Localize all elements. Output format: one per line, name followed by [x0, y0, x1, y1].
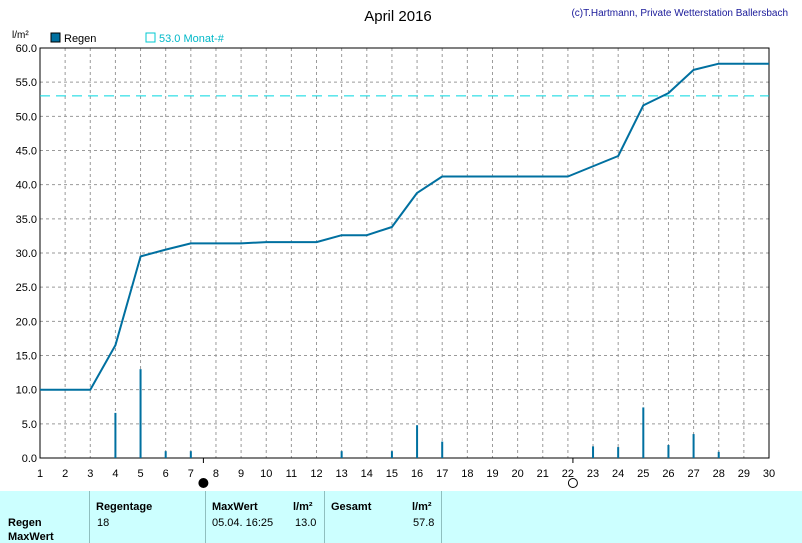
summary-gesamt-unit: l/m²	[412, 501, 432, 513]
y-tick-label: 30.0	[16, 248, 37, 260]
rain-bar	[717, 451, 720, 458]
legend-regen-swatch	[50, 32, 61, 43]
x-tick-label: 18	[461, 468, 473, 480]
x-tick-label: 24	[612, 468, 624, 480]
full-moon-icon	[198, 478, 209, 488]
x-tick-label: 28	[713, 468, 725, 480]
x-tick-label: 23	[587, 468, 599, 480]
copyright-text: (c)T.Hartmann, Private Wetterstation Bal…	[571, 8, 788, 19]
y-axis-label: l/m²	[12, 30, 29, 41]
x-tick-label: 4	[112, 468, 118, 480]
x-tick-label: 11	[286, 468, 297, 480]
grid	[40, 48, 769, 458]
x-tick-label: 3	[87, 468, 93, 480]
y-tick-label: 40.0	[16, 180, 37, 192]
x-tick-label: 15	[386, 468, 398, 480]
moon-markers	[198, 458, 578, 488]
x-tick-label: 25	[637, 468, 649, 480]
summary-maxwert-label: MaxWert	[212, 501, 258, 513]
x-tick-label: 7	[188, 468, 194, 480]
rain-bar	[667, 445, 670, 458]
x-tick-label: 14	[361, 468, 373, 480]
x-tick-label: 17	[436, 468, 448, 480]
y-tick-label: 5.0	[22, 419, 37, 431]
rain-bar	[164, 451, 167, 458]
summary-maxwert-time: 05.04. 16:25	[212, 517, 274, 529]
legend-regen-label: Regen	[64, 33, 96, 45]
x-tick-label: 9	[238, 468, 244, 480]
summary-maxwert-unit: l/m²	[293, 501, 313, 513]
x-tick-label: 5	[137, 468, 143, 480]
x-tick-label: 29	[738, 468, 750, 480]
cumulative-rain-line	[40, 62, 769, 391]
y-tick-label: 25.0	[16, 282, 37, 294]
y-tick-label: 0.0	[22, 453, 37, 465]
summary-maxwert-value: 13.0	[295, 517, 317, 529]
x-tick-labels: 1 2 3 4 5 6 7 8 9 10 11 12 13 14 15 16 17 18 19 20 21 22 23 24 2…	[37, 468, 775, 480]
y-tick-label: 35.0	[16, 214, 37, 226]
plot-frame	[39, 47, 770, 459]
y-tick-label: 10.0	[16, 385, 37, 397]
x-tick-label: 22	[562, 468, 574, 480]
rain-bar	[416, 425, 419, 458]
legend-monat-swatch	[145, 32, 156, 43]
rain-bar	[692, 434, 695, 458]
summary-regentage-value: 18	[97, 517, 110, 529]
cumulative-line	[40, 62, 769, 391]
y-tick-label: 20.0	[16, 316, 37, 328]
x-tick-label: 6	[163, 468, 169, 480]
legend-monat-label: 53.0 Monat-#	[159, 33, 225, 45]
rain-bar	[390, 451, 393, 458]
bar-series	[114, 369, 720, 458]
y-tick-label: 60.0	[16, 43, 37, 55]
summary-gesamt-label: Gesamt	[331, 501, 372, 513]
x-tick-label: 26	[662, 468, 674, 480]
summary-row-maxwert: MaxWert	[8, 531, 54, 543]
rain-bar	[441, 441, 444, 458]
rain-bar	[592, 446, 595, 458]
x-tick-label: 20	[511, 468, 523, 480]
summary-panel: Regentage MaxWert l/m² Gesamt l/m² Regen…	[0, 491, 802, 543]
x-tick-label: 27	[687, 468, 699, 480]
y-tick-label: 55.0	[16, 77, 37, 89]
y-tick-labels: 0.0 5.0 10.0 15.0 20.0 25.0 30.0 35.0 40.0 45.0 50…	[16, 43, 37, 465]
y-tick-label: 15.0	[16, 351, 37, 363]
rain-bar	[139, 369, 142, 458]
x-tick-label: 10	[260, 468, 272, 480]
x-tick-label: 2	[62, 468, 68, 480]
x-tick-label: 16	[411, 468, 423, 480]
summary-gesamt-value: 57.8	[413, 517, 435, 529]
rain-chart: April 2016 (c)T.Hartmann, Private Wetter…	[12, 8, 788, 488]
x-tick-label: 21	[537, 468, 549, 480]
chart-title: April 2016	[364, 8, 432, 25]
y-tick-label: 45.0	[16, 146, 37, 158]
new-moon-icon	[567, 478, 578, 488]
x-tick-label: 12	[310, 468, 322, 480]
x-tick-label: 30	[763, 468, 775, 480]
x-tick-label: 1	[37, 468, 43, 480]
summary-row-regen: Regen	[8, 517, 42, 529]
rain-bar	[642, 407, 645, 458]
rain-bar	[617, 447, 620, 458]
y-tick-label: 50.0	[16, 111, 37, 123]
rain-bar	[114, 412, 117, 458]
rain-bar	[340, 451, 343, 458]
rain-bar	[189, 451, 192, 458]
x-tick-label: 19	[486, 468, 498, 480]
x-tick-label: 13	[336, 468, 348, 480]
summary-regentage-label: Regentage	[96, 501, 153, 513]
x-tick-label: 8	[213, 468, 219, 480]
